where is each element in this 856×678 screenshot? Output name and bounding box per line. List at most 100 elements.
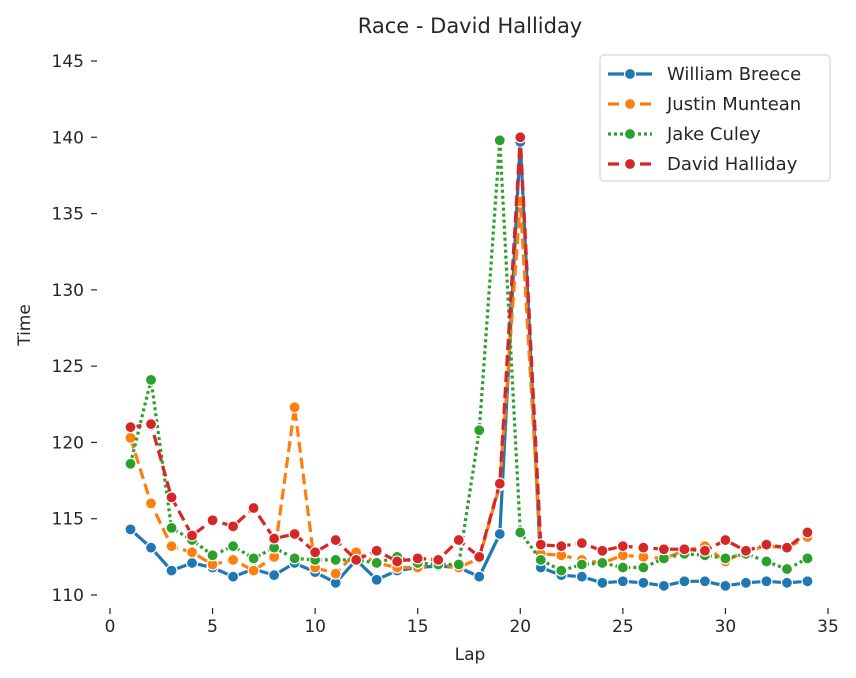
data-point — [657, 579, 670, 592]
legend-entry: William Breece — [608, 64, 801, 85]
x-tick-label: 25 — [612, 617, 634, 637]
legend-swatch-marker — [623, 127, 637, 141]
data-point — [226, 570, 240, 583]
data-point — [350, 553, 363, 567]
data-point — [575, 558, 588, 571]
data-point — [247, 501, 260, 515]
x-axis-label: Lap — [455, 645, 486, 665]
x-tick-label: 30 — [715, 617, 737, 637]
data-point — [719, 533, 732, 547]
data-point — [760, 538, 773, 551]
legend-swatch-marker — [623, 67, 637, 81]
data-point — [678, 543, 691, 556]
data-point — [760, 575, 773, 588]
legend-swatch-marker — [623, 97, 637, 111]
data-point — [268, 532, 281, 545]
data-point — [165, 540, 178, 553]
data-point — [247, 564, 260, 577]
legend: William Breece Justin Muntean Jake Culey Da… — [599, 54, 831, 182]
data-point — [124, 457, 137, 470]
data-point — [657, 543, 670, 556]
data-point — [144, 373, 158, 386]
data-point — [596, 556, 609, 570]
data-point — [493, 134, 506, 147]
data-point — [144, 497, 158, 510]
y-tick-label: 130 — [52, 281, 84, 301]
data-point — [596, 544, 609, 557]
y-tick-label: 145 — [52, 52, 84, 72]
legend-entry: Justin Muntean — [608, 94, 801, 115]
series-justin-muntean — [124, 195, 814, 580]
data-point — [760, 555, 773, 568]
chart-title: Race - David Halliday — [358, 14, 583, 38]
y-axis: 110 115 120 125 130 135 140 145 — [52, 52, 97, 606]
data-point — [370, 556, 383, 570]
data-point — [596, 576, 609, 589]
data-point — [124, 421, 137, 434]
data-point — [493, 477, 506, 490]
data-point — [780, 541, 794, 554]
data-point — [637, 561, 650, 574]
data-point — [165, 491, 178, 504]
series-jake-culey — [124, 134, 814, 577]
series-david-halliday — [124, 131, 814, 568]
data-point — [719, 552, 732, 565]
data-point — [637, 541, 650, 554]
data-point — [206, 514, 219, 527]
data-point — [247, 552, 260, 565]
data-point — [124, 523, 137, 536]
data-point — [452, 533, 465, 547]
data-point — [206, 549, 219, 562]
y-tick-label: 120 — [52, 433, 84, 453]
data-point — [473, 570, 486, 583]
data-point — [370, 544, 383, 557]
data-point — [801, 552, 814, 565]
x-tick-label: 15 — [407, 617, 429, 637]
legend-entry: Jake Culey — [608, 124, 761, 145]
data-point — [698, 544, 712, 557]
data-point — [370, 573, 383, 586]
data-point — [329, 553, 342, 567]
data-point — [185, 546, 199, 559]
y-tick-label: 135 — [52, 205, 84, 225]
data-point — [309, 546, 322, 559]
y-tick-label: 140 — [52, 128, 84, 148]
data-point — [698, 575, 712, 588]
data-point — [534, 538, 547, 551]
data-point — [473, 424, 486, 437]
data-point — [473, 550, 486, 563]
data-point — [575, 570, 588, 583]
legend-entry: David Halliday — [608, 154, 798, 175]
data-point — [801, 526, 814, 539]
y-tick-label: 115 — [52, 510, 84, 530]
data-point — [739, 544, 753, 557]
legend-label: David Halliday — [667, 154, 798, 175]
legend-box — [599, 54, 831, 182]
x-axis: 0 5 10 15 20 25 30 35 — [105, 608, 839, 637]
data-point — [288, 527, 301, 541]
data-point — [185, 556, 199, 570]
data-point — [616, 561, 629, 574]
data-point — [288, 401, 301, 414]
data-point — [780, 562, 794, 576]
legend-swatch-marker — [623, 157, 637, 171]
data-point — [555, 540, 568, 553]
data-point — [534, 553, 547, 567]
legend-label: William Breece — [667, 64, 801, 85]
data-point — [452, 558, 465, 571]
data-point — [780, 576, 794, 589]
y-tick-label: 125 — [52, 357, 84, 377]
x-tick-label: 10 — [304, 617, 326, 637]
data-point — [575, 537, 588, 550]
plot-area — [124, 131, 814, 592]
legend-label: Justin Muntean — [666, 94, 801, 115]
data-point — [226, 540, 240, 553]
data-point — [124, 431, 137, 444]
data-point — [226, 553, 240, 567]
data-point — [678, 575, 691, 588]
y-tick-label: 110 — [52, 586, 84, 606]
data-point — [144, 418, 158, 431]
legend-label: Jake Culey — [666, 124, 761, 145]
data-point — [165, 564, 178, 577]
